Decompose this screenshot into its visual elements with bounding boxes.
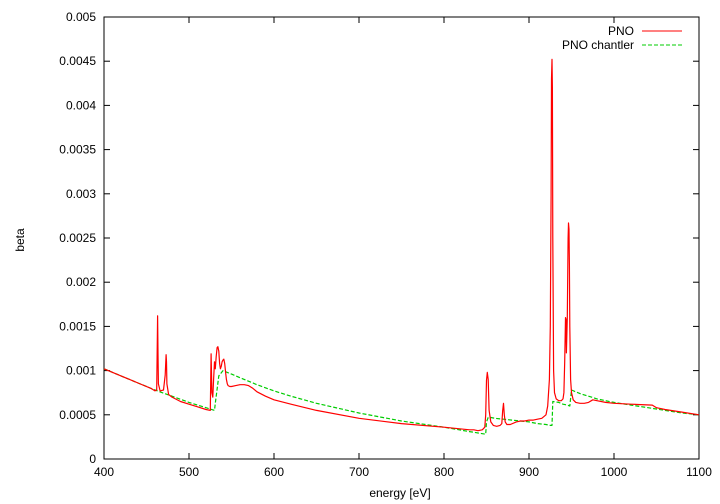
y-tick-label: 0.0015 xyxy=(59,319,96,333)
y-tick-label: 0.0005 xyxy=(59,408,96,422)
x-tick-label: 600 xyxy=(264,465,284,479)
legend-label-0: PNO xyxy=(608,24,634,38)
x-tick-label: 1000 xyxy=(601,465,628,479)
legend: PNO PNO chantler xyxy=(562,24,682,52)
y-tick-label: 0 xyxy=(89,452,96,466)
y-tick-label: 0.005 xyxy=(66,10,96,24)
y-tick-label: 0.003 xyxy=(66,187,96,201)
y-tick-label: 0.0045 xyxy=(59,54,96,68)
y-tick-label: 0.001 xyxy=(66,364,96,378)
x-tick-label: 800 xyxy=(434,465,454,479)
legend-label-1: PNO chantler xyxy=(562,38,634,52)
x-tick-label: 700 xyxy=(349,465,369,479)
x-axis-label: energy [eV] xyxy=(369,486,430,500)
y-tick-label: 0.0025 xyxy=(59,231,96,245)
x-tick-label: 900 xyxy=(519,465,539,479)
series-line-1 xyxy=(103,368,700,435)
series-layer xyxy=(103,58,700,435)
y-axis-label: beta xyxy=(13,228,27,252)
plot-frame xyxy=(103,16,700,460)
y-tick-label: 0.0035 xyxy=(59,143,96,157)
y-tick-label: 0.004 xyxy=(66,98,96,112)
series-line-0 xyxy=(103,58,700,432)
x-tick-label: 400 xyxy=(94,465,114,479)
y-axis-ticks: 0 0.0005 0.001 0.0015 0.002 0.0025 0.003 0.0035… xyxy=(59,10,699,466)
y-tick-label: 0.002 xyxy=(66,275,96,289)
x-axis-ticks: 400 500 600 700 800 900 1000 1100 xyxy=(94,17,712,479)
x-tick-label: 1100 xyxy=(686,465,712,479)
x-tick-label: 500 xyxy=(179,465,199,479)
